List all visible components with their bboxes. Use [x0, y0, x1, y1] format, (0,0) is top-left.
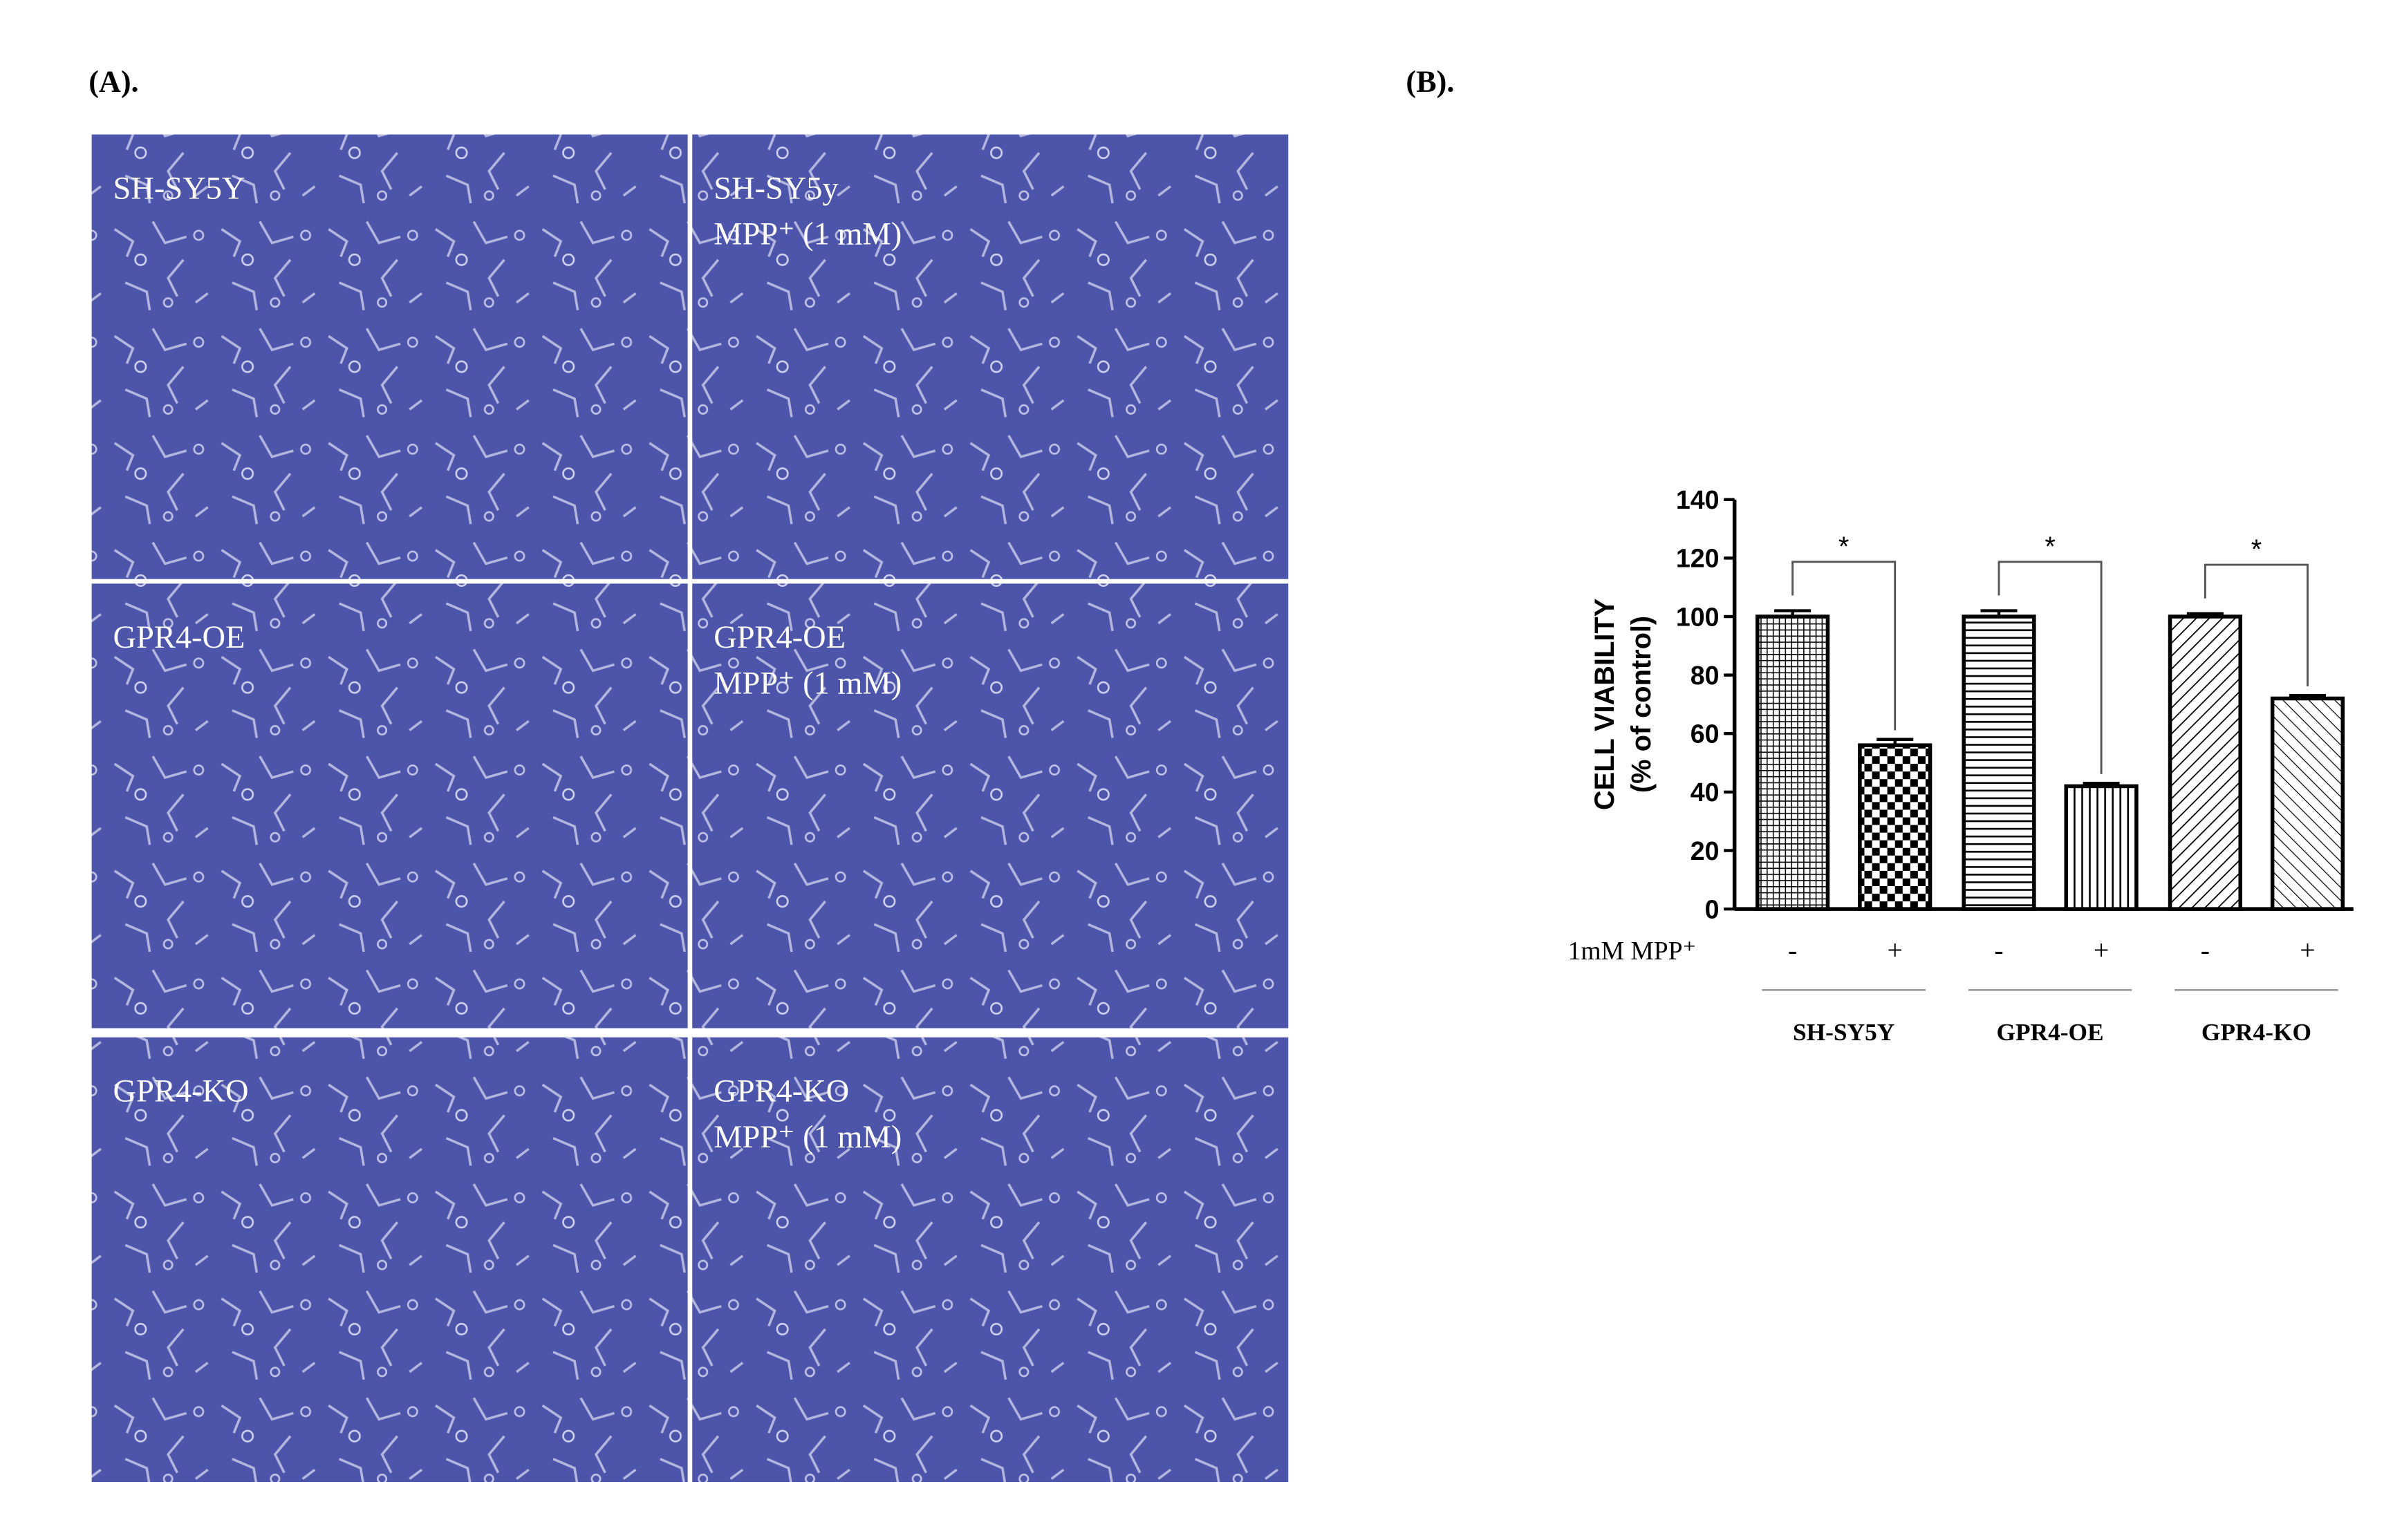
group-label: GPR4-OE: [1996, 1018, 2103, 1046]
group-label: GPR4-KO: [2201, 1018, 2311, 1046]
significance-bracket: [1997, 561, 2103, 774]
error-bar: [1877, 738, 1914, 746]
image-label: GPR4-KO: [714, 1074, 849, 1109]
significance-bracket: [2204, 563, 2309, 687]
image-label: GPR4-OE: [714, 620, 846, 655]
error-bar: [1980, 609, 2018, 617]
x-tick-label: -: [1788, 935, 1797, 966]
significance-bracket: [1791, 561, 1897, 731]
y-tick-label: 60: [1691, 720, 1720, 749]
group-label: SH-SY5Y: [1793, 1018, 1894, 1046]
micrograph: [692, 1037, 1289, 1482]
micrograph: [692, 583, 1289, 1029]
error-bar: [2289, 694, 2327, 699]
x-tick-label: -: [2201, 935, 2210, 966]
image-label: SH-SY5y: [714, 171, 839, 206]
x-tick-label: +: [2300, 935, 2315, 966]
panel-label: (A).: [89, 65, 138, 99]
bar: [1858, 743, 1933, 911]
y-tick-label: 120: [1676, 544, 1720, 573]
image-label: MPP⁺ (1 mM): [714, 666, 902, 701]
y-tick-label: 80: [1691, 661, 1720, 690]
x-tick-label: +: [2094, 935, 2109, 966]
x-tick-label: -: [1994, 935, 2003, 966]
image-label: MPP⁺ (1 mM): [714, 217, 902, 252]
image-label: GPR4-OE: [113, 620, 245, 655]
image-label: SH-SY5Y: [113, 171, 245, 206]
micrograph: [91, 134, 688, 579]
micrograph: [692, 134, 1289, 579]
error-bar: [2186, 612, 2224, 617]
error-bar: [2083, 781, 2120, 787]
bar: [2168, 614, 2242, 911]
error-bar: [1774, 609, 1812, 617]
significance-mark: *: [2251, 534, 2262, 565]
micrograph: [91, 583, 688, 1029]
y-tick-label: 0: [1705, 894, 1720, 923]
significance-mark: *: [2045, 532, 2055, 562]
bar: [2064, 784, 2139, 911]
y-tick-label: 20: [1691, 836, 1720, 865]
image-label: MPP⁺ (1 mM): [714, 1120, 902, 1155]
image-label: GPR4-KO: [113, 1074, 249, 1109]
y-tick-label: 140: [1676, 485, 1720, 514]
y-tick-label: 40: [1691, 778, 1720, 807]
bar: [2270, 696, 2345, 911]
bar: [1756, 614, 1830, 911]
x-tick-label: +: [1887, 935, 1902, 966]
bar: [1962, 614, 2036, 911]
significance-mark: *: [1838, 532, 1849, 562]
y-axis-label: (% of control): [1626, 616, 1657, 793]
micrograph: [91, 1037, 688, 1482]
y-tick-label: 100: [1676, 602, 1720, 631]
x-axis-label: 1mM MPP⁺: [1568, 937, 1697, 966]
y-axis-label: CELL VIABILITY: [1590, 599, 1620, 810]
panel-label: (B).: [1406, 65, 1454, 99]
